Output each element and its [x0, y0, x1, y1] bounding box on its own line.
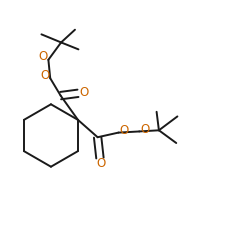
Text: O: O	[80, 86, 89, 99]
Text: O: O	[140, 123, 149, 136]
Text: O: O	[39, 51, 48, 63]
Text: O: O	[119, 124, 129, 137]
Text: O: O	[97, 157, 106, 170]
Text: O: O	[41, 69, 50, 82]
